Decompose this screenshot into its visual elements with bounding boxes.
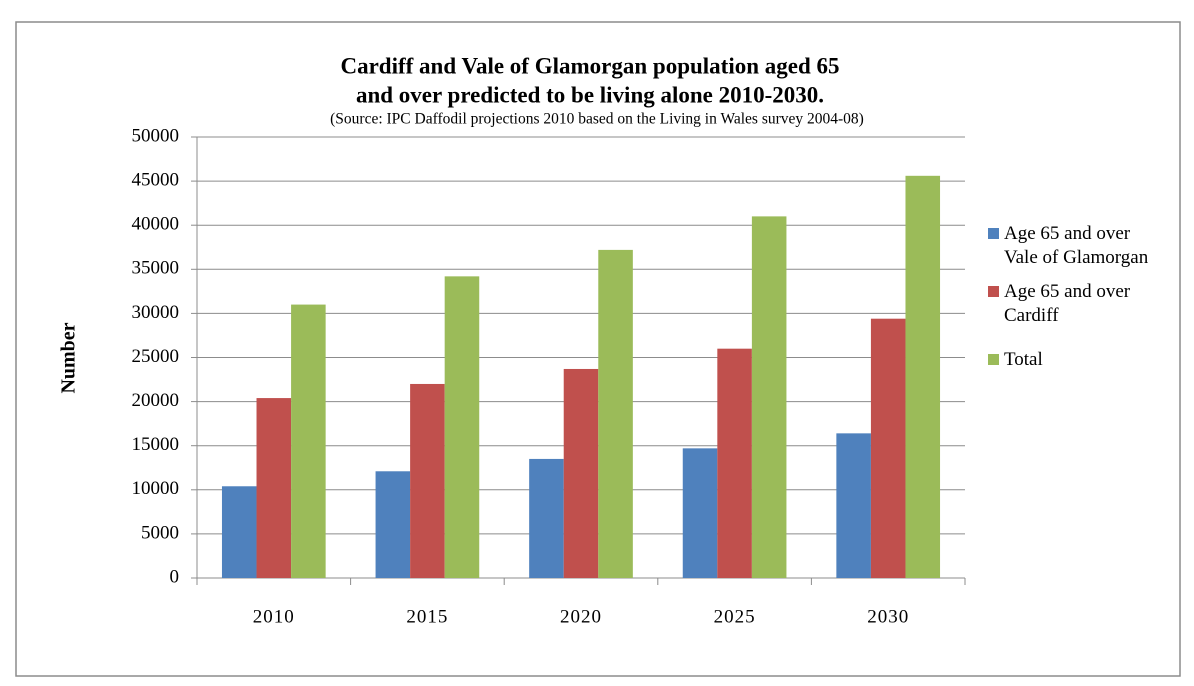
legend-item: Total bbox=[988, 348, 1168, 372]
y-tick-label: 10000 bbox=[132, 478, 180, 499]
x-tick-label: 2025 bbox=[714, 606, 756, 627]
legend-swatch bbox=[988, 354, 999, 365]
bar bbox=[870, 318, 906, 578]
chart-title: Cardiff and Vale of Glamorgan population… bbox=[340, 53, 839, 78]
x-tick-label: 2020 bbox=[560, 606, 602, 627]
bar bbox=[717, 348, 752, 578]
y-tick-label: 30000 bbox=[132, 302, 180, 323]
bar bbox=[221, 486, 257, 578]
legend-swatch bbox=[988, 228, 999, 239]
x-tick-label: 2010 bbox=[253, 606, 295, 627]
legend: Age 65 and over Vale of Glamorgan Age 65 … bbox=[988, 222, 1168, 382]
bar bbox=[751, 216, 787, 578]
legend-label: Total bbox=[1004, 349, 1043, 370]
legend-item: Age 65 and over Vale of Glamorgan bbox=[988, 222, 1168, 270]
x-tick-label: 2015 bbox=[406, 606, 448, 627]
bar bbox=[682, 448, 718, 578]
legend-label: Age 65 and over Vale of Glamorgan bbox=[1004, 223, 1149, 268]
y-tick-label: 0 bbox=[170, 566, 180, 587]
y-tick-label: 40000 bbox=[132, 214, 180, 235]
bar bbox=[563, 368, 599, 578]
legend-swatch bbox=[988, 286, 999, 297]
y-axis-label: Number bbox=[58, 322, 80, 393]
chart-title: and over predicted to be living alone 20… bbox=[356, 82, 824, 107]
legend-item: Age 65 and over Cardiff bbox=[988, 280, 1168, 328]
y-tick-label: 35000 bbox=[132, 258, 180, 279]
y-tick-label: 15000 bbox=[132, 434, 180, 455]
bar bbox=[598, 249, 633, 578]
y-tick-label: 25000 bbox=[132, 346, 180, 367]
bar bbox=[905, 175, 941, 579]
bar bbox=[375, 471, 411, 578]
x-tick-label: 2030 bbox=[867, 606, 909, 627]
y-tick-label: 50000 bbox=[132, 125, 180, 146]
bar bbox=[256, 398, 292, 578]
y-tick-label: 5000 bbox=[141, 522, 179, 543]
bar bbox=[410, 383, 445, 578]
y-tick-label: 20000 bbox=[132, 390, 180, 411]
y-tick-label: 45000 bbox=[132, 169, 180, 190]
bar bbox=[529, 458, 564, 578]
bar bbox=[291, 304, 326, 578]
legend-label: Age 65 and over Cardiff bbox=[1004, 281, 1131, 326]
chart-subtitle: (Source: IPC Daffodil projections 2010 b… bbox=[330, 111, 864, 128]
bar bbox=[836, 433, 871, 578]
bar bbox=[444, 276, 480, 578]
